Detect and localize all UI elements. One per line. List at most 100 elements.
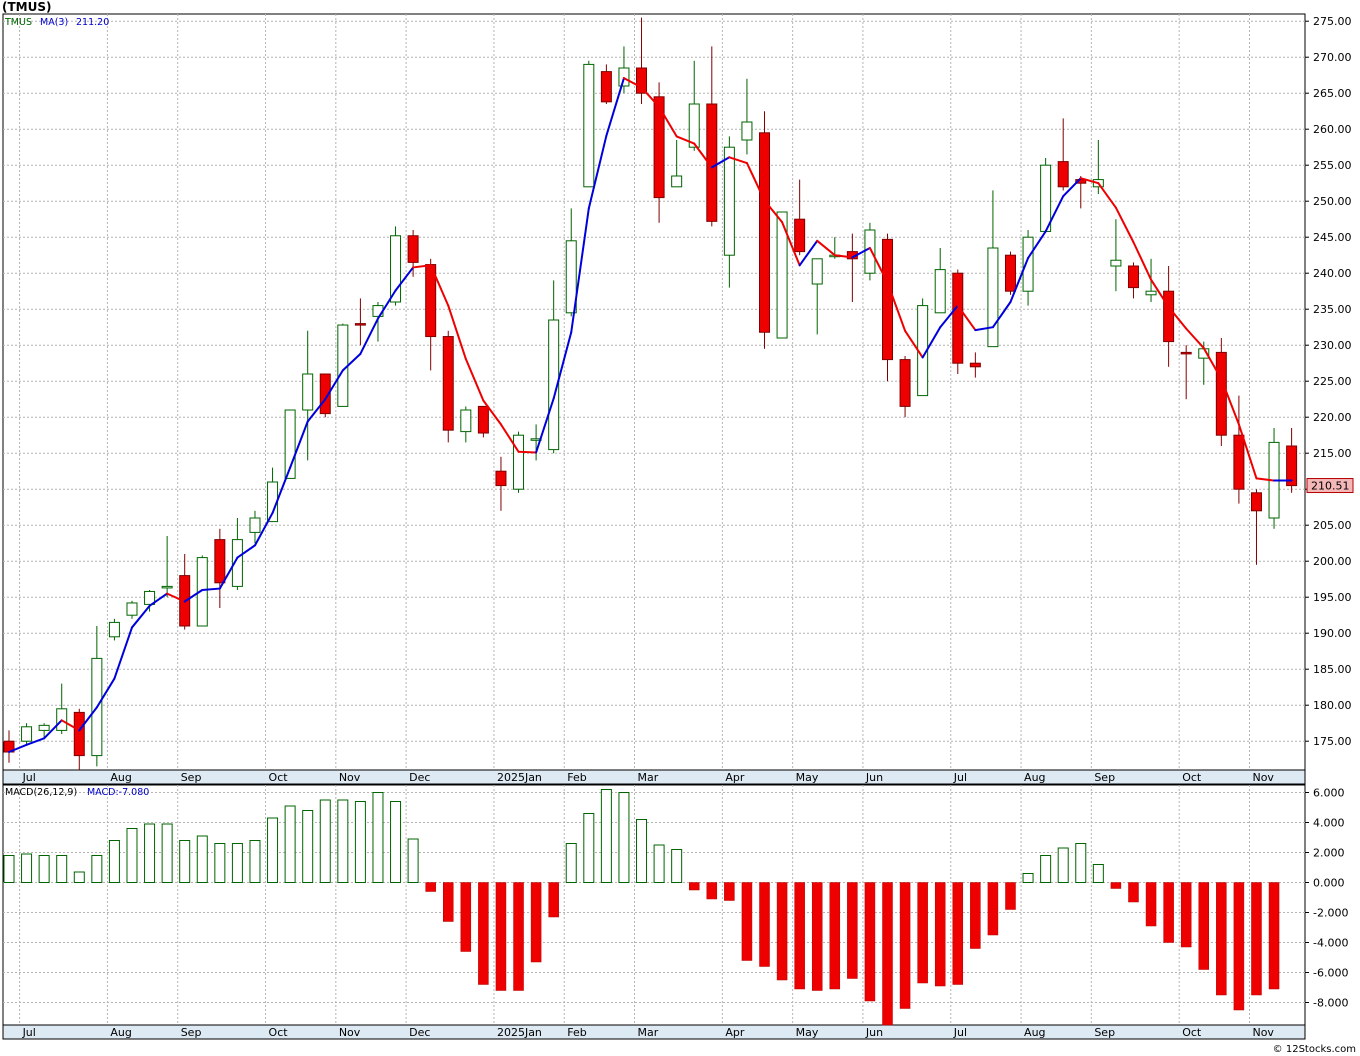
month-label: Sep bbox=[181, 1026, 202, 1039]
candle-body bbox=[987, 247, 999, 348]
price-tick-label: 250.00 bbox=[1313, 195, 1352, 208]
candle-body bbox=[565, 240, 577, 314]
ma3-segment bbox=[341, 352, 362, 372]
candle-body bbox=[688, 103, 700, 148]
ma3-segment bbox=[218, 556, 239, 590]
candle-body bbox=[1110, 259, 1122, 267]
candle-body bbox=[864, 229, 876, 274]
price-tick-label: 205.00 bbox=[1313, 519, 1352, 532]
macd-bar bbox=[1005, 882, 1016, 910]
candle-body bbox=[1075, 179, 1087, 184]
ma3-segment bbox=[289, 420, 309, 469]
macd-bar bbox=[882, 882, 893, 1026]
candle-body bbox=[161, 585, 173, 589]
candle-body bbox=[284, 409, 296, 479]
month-label: Oct bbox=[269, 771, 289, 784]
legend-ma-label: MA(3) bbox=[40, 17, 68, 28]
price-tick-label: 200.00 bbox=[1313, 555, 1352, 568]
ma3-segment bbox=[763, 199, 784, 224]
macd-bar bbox=[407, 838, 419, 883]
ma3-segment bbox=[570, 207, 590, 334]
macd-bar bbox=[390, 801, 402, 883]
macd-bar bbox=[565, 843, 577, 883]
macd-bar bbox=[847, 882, 858, 979]
macd-bar bbox=[460, 882, 472, 952]
ma3-segment bbox=[868, 247, 889, 284]
month-label: Jul bbox=[953, 771, 967, 784]
candle-body bbox=[952, 272, 964, 364]
ma3-segment bbox=[658, 105, 678, 138]
ma3-segment bbox=[1062, 177, 1082, 198]
candle-body bbox=[337, 324, 349, 407]
price-tick-label: 275.00 bbox=[1313, 15, 1352, 28]
macd-bar bbox=[1216, 882, 1227, 996]
candle-body bbox=[583, 63, 595, 188]
candle-body bbox=[126, 602, 138, 616]
macd-bar bbox=[917, 882, 928, 984]
candle-body bbox=[969, 362, 981, 368]
candle-body bbox=[794, 218, 806, 253]
macd-bar bbox=[108, 840, 120, 883]
price-tick-label: 240.00 bbox=[1313, 267, 1352, 280]
ma3-segment bbox=[306, 398, 327, 423]
ma3-segment bbox=[781, 221, 801, 267]
ma3-segment bbox=[1150, 278, 1170, 309]
macd-bar bbox=[513, 882, 524, 991]
ma3-segment bbox=[130, 604, 151, 629]
month-label: Nov bbox=[339, 1026, 361, 1039]
macd-bar bbox=[934, 882, 946, 987]
month-label: Oct bbox=[1182, 771, 1202, 784]
date-axis-bottom bbox=[2, 1024, 1306, 1040]
candle-body bbox=[477, 405, 489, 434]
candle-body bbox=[407, 235, 419, 263]
macd-bar bbox=[829, 882, 841, 990]
month-label: Jul bbox=[953, 1026, 967, 1039]
price-tick-label: 195.00 bbox=[1313, 591, 1352, 604]
ma3-segment bbox=[640, 86, 661, 108]
month-label: Nov bbox=[339, 771, 361, 784]
macd-bar bbox=[267, 817, 279, 883]
candle-body bbox=[776, 211, 788, 339]
ma3-segment bbox=[1044, 195, 1065, 233]
ma3-segment bbox=[183, 589, 204, 603]
price-tick-label: 225.00 bbox=[1313, 375, 1352, 388]
macd-bar bbox=[1145, 882, 1157, 927]
month-label: Nov bbox=[1252, 771, 1274, 784]
ma3-segment bbox=[939, 304, 959, 329]
ma3-segment bbox=[271, 466, 292, 514]
candle-body bbox=[1180, 351, 1192, 355]
macd-bar bbox=[1128, 882, 1139, 903]
macd-tick-label: -4.000 bbox=[1313, 937, 1348, 950]
candle-body bbox=[741, 121, 753, 141]
ma3-segment bbox=[605, 77, 625, 137]
macd-tick-label: -8.000 bbox=[1313, 997, 1348, 1010]
macd-tick-label: -2.000 bbox=[1313, 907, 1348, 920]
month-label: Feb bbox=[567, 771, 586, 784]
price-tick-label: 245.00 bbox=[1313, 231, 1352, 244]
ma3-segment bbox=[447, 304, 467, 360]
macd-bar bbox=[600, 789, 612, 883]
macd-bar bbox=[214, 843, 226, 883]
ma3-segment bbox=[851, 247, 871, 259]
month-label: Sep bbox=[181, 771, 202, 784]
macd-bar bbox=[161, 823, 173, 883]
candle-body bbox=[600, 71, 612, 103]
macd-bar bbox=[1251, 882, 1262, 996]
ma3-segment bbox=[1027, 230, 1047, 260]
legend-ma-value: 211.20 bbox=[76, 17, 109, 28]
last-price-box bbox=[1306, 478, 1354, 494]
macd-bar bbox=[495, 882, 507, 991]
month-label: Mar bbox=[638, 1026, 659, 1039]
macd-bar bbox=[425, 882, 436, 892]
ma3-segment bbox=[956, 304, 977, 332]
month-label: Nov bbox=[1252, 1026, 1274, 1039]
ma3-segment bbox=[1167, 306, 1188, 330]
macd-bar bbox=[179, 840, 191, 883]
macd-bar bbox=[56, 855, 68, 883]
macd-bar bbox=[970, 882, 981, 949]
ma3-segment bbox=[904, 329, 924, 359]
legend-symbol: TMUS bbox=[4, 17, 32, 28]
macd-bar bbox=[759, 882, 770, 967]
candle-body bbox=[1215, 351, 1227, 436]
